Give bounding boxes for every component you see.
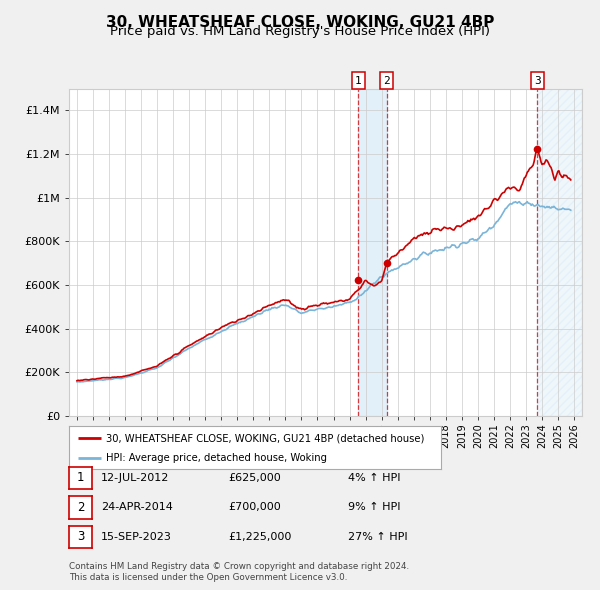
Bar	[358, 88, 386, 416]
Text: 1: 1	[355, 76, 361, 86]
Text: Price paid vs. HM Land Registry's House Price Index (HPI): Price paid vs. HM Land Registry's House …	[110, 25, 490, 38]
Text: 3: 3	[77, 530, 84, 543]
Text: 30, WHEATSHEAF CLOSE, WOKING, GU21 4BP (detached house): 30, WHEATSHEAF CLOSE, WOKING, GU21 4BP (…	[106, 433, 425, 443]
Text: 3: 3	[534, 76, 541, 86]
Bar	[537, 88, 582, 416]
Text: £700,000: £700,000	[228, 503, 281, 512]
Text: 15-SEP-2023: 15-SEP-2023	[101, 532, 172, 542]
Text: 2: 2	[77, 501, 84, 514]
Text: 4% ↑ HPI: 4% ↑ HPI	[348, 473, 401, 483]
Text: 30, WHEATSHEAF CLOSE, WOKING, GU21 4BP: 30, WHEATSHEAF CLOSE, WOKING, GU21 4BP	[106, 15, 494, 30]
Text: 2: 2	[383, 76, 390, 86]
Text: 27% ↑ HPI: 27% ↑ HPI	[348, 532, 407, 542]
Text: 1: 1	[77, 471, 84, 484]
Text: 12-JUL-2012: 12-JUL-2012	[101, 473, 169, 483]
Text: 24-APR-2014: 24-APR-2014	[101, 503, 173, 512]
Text: Contains HM Land Registry data © Crown copyright and database right 2024.
This d: Contains HM Land Registry data © Crown c…	[69, 562, 409, 582]
Text: 9% ↑ HPI: 9% ↑ HPI	[348, 503, 401, 512]
Text: £625,000: £625,000	[228, 473, 281, 483]
Text: HPI: Average price, detached house, Woking: HPI: Average price, detached house, Woki…	[106, 453, 327, 463]
Text: £1,225,000: £1,225,000	[228, 532, 292, 542]
